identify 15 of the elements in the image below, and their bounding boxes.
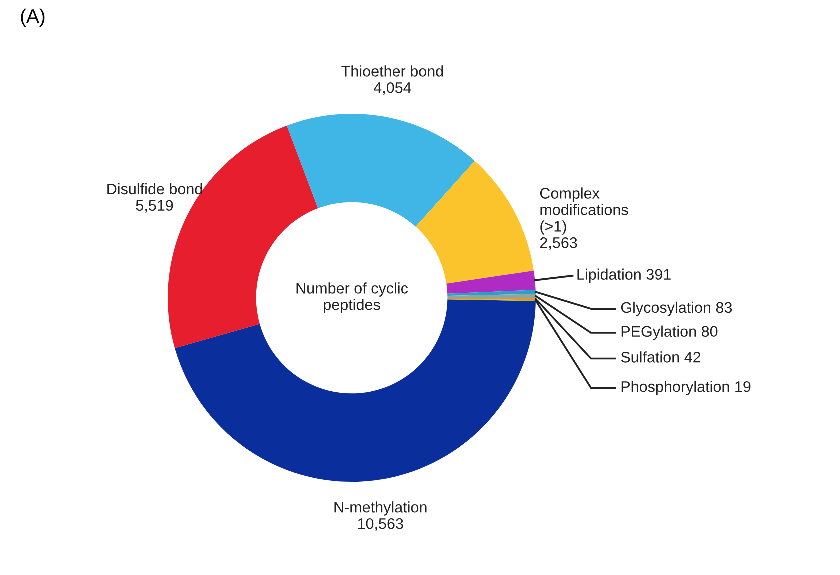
- text: Number of cyclic peptides: [296, 282, 408, 314]
- slice-label: Phosphorylation 19: [622, 381, 751, 396]
- slice-label: Disulfide bond: [108, 183, 202, 195]
- slice-label: Glycosylation 83: [621, 302, 732, 316]
- data-label: 10,563: [358, 518, 404, 532]
- slice-label: PEGylation 80: [622, 326, 718, 340]
- slice-label: Sulfation 42: [621, 352, 701, 363]
- slice-label: Thioether bond: [342, 66, 444, 77]
- slice-label: Lipidation 391: [578, 268, 671, 284]
- chart-title: (A): [21, 8, 45, 28]
- slice-label: Complex modifications (>1): [540, 188, 628, 235]
- data-label: 5,519: [136, 200, 174, 213]
- slice-label: N-methylation: [334, 502, 427, 516]
- data-label: 4,054: [374, 82, 412, 96]
- data-label: 2,563: [540, 237, 578, 250]
